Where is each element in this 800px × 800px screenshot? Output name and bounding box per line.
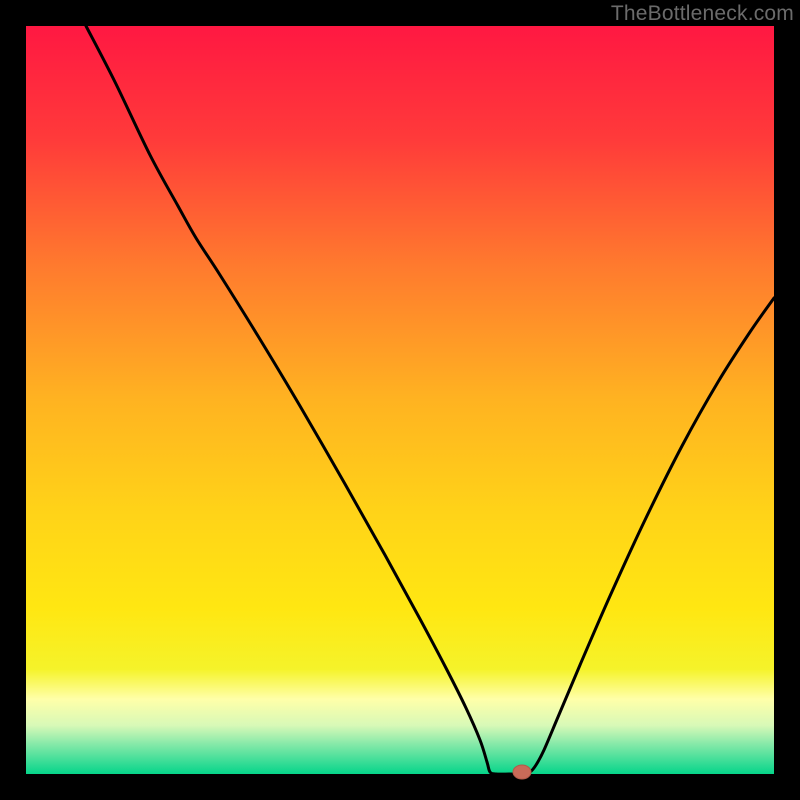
chart-frame: TheBottleneck.com <box>0 0 800 800</box>
optimal-point-marker <box>513 765 531 779</box>
watermark-label: TheBottleneck.com <box>611 2 794 26</box>
plot-area <box>26 26 774 774</box>
chart-svg <box>0 0 800 800</box>
